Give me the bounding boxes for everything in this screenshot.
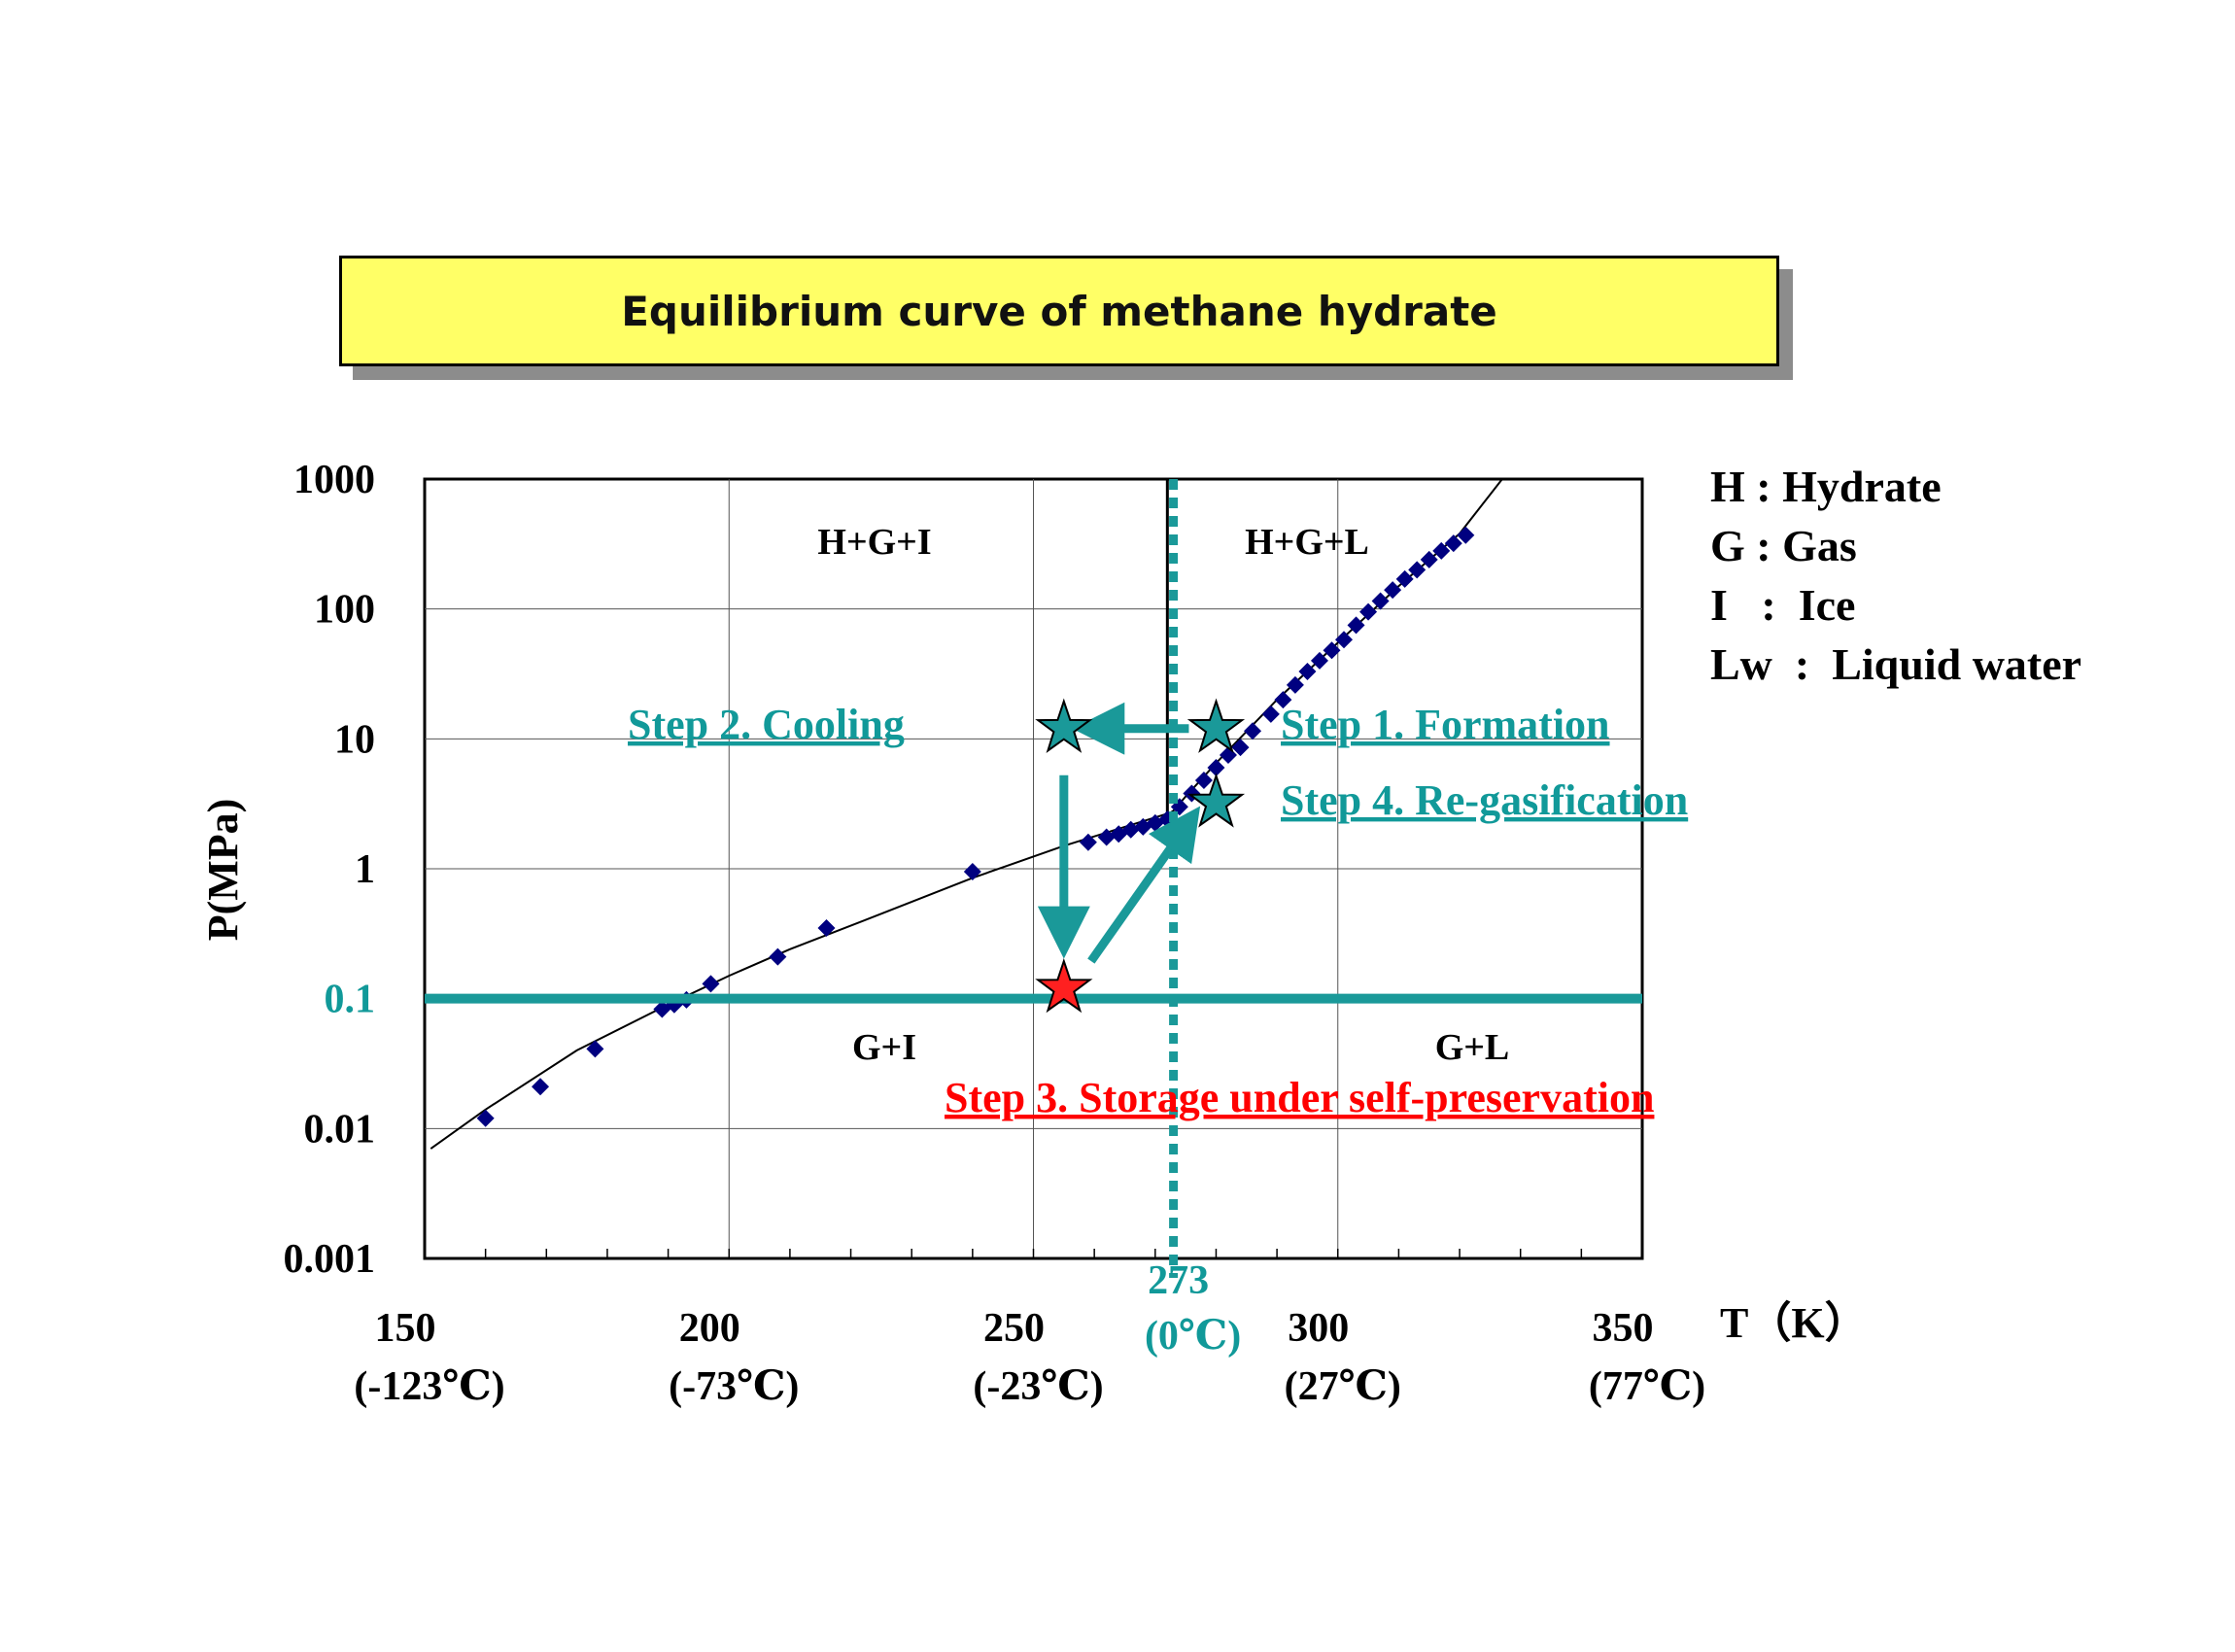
data-point	[1408, 561, 1427, 579]
step4-regasification-label: Step 4. Re-gasification	[1281, 776, 1688, 824]
x-axis-unit: T（K）	[1720, 1299, 1868, 1347]
phase-legend: H : Hydrate G : Gas I : Ice Lw : Liquid …	[1710, 457, 2081, 694]
data-point	[1079, 833, 1097, 851]
data-point	[1335, 631, 1354, 649]
data-point	[1194, 771, 1213, 789]
data-point	[1444, 534, 1462, 553]
data-point	[1432, 541, 1451, 560]
data-point	[1207, 758, 1225, 776]
y-tick-label: 100	[314, 588, 375, 633]
step4-regasification-star	[1186, 773, 1246, 828]
data-point	[1420, 550, 1438, 568]
step2-cooling-label: Step 2. Cooling	[628, 701, 905, 748]
legend-item-hydrate: H : Hydrate	[1710, 462, 1942, 511]
data-point	[1359, 602, 1378, 621]
legend-item-gas: G : Gas	[1710, 521, 1857, 570]
label-273k: 273	[1148, 1258, 1209, 1303]
y-tick-label: 10	[334, 717, 375, 762]
step1-formation-label: Step 1. Formation	[1281, 701, 1610, 748]
legend-item-liquid-water: Lw : Liquid water	[1710, 639, 2082, 689]
x-tick-celsius: (77℃)	[1589, 1364, 1705, 1409]
data-point	[1371, 592, 1390, 610]
x-tick-label: 300	[1288, 1306, 1349, 1351]
data-point	[532, 1078, 550, 1096]
arrow-regasification	[1087, 806, 1201, 964]
x-tick-label: 250	[983, 1306, 1045, 1351]
data-point	[769, 947, 787, 966]
x-tick-celsius: (27℃)	[1285, 1364, 1401, 1409]
region-label: G+L	[1435, 1027, 1510, 1068]
x-tick-celsius: (-23℃)	[973, 1364, 1103, 1409]
region-label: G+I	[852, 1027, 916, 1068]
data-point	[1298, 663, 1317, 681]
data-point	[1097, 828, 1116, 846]
data-point	[1231, 739, 1250, 757]
y-tick-label: 0.01	[304, 1107, 376, 1152]
data-point	[702, 975, 720, 993]
region-label: H+G+L	[1245, 522, 1369, 563]
y-tick-label: 0.001	[284, 1237, 376, 1282]
data-point	[586, 1040, 604, 1058]
chart-title: Equilibrium curve of methane hydrate	[339, 256, 1779, 366]
step3-storage-star	[1035, 957, 1093, 1014]
step1-formation-star	[1186, 698, 1246, 753]
step3-storage-label: Step 3. Storage under self-preservation	[945, 1074, 1654, 1121]
legend-item-ice: I : Ice	[1710, 580, 1856, 630]
y-axis-label: P(MPa)	[199, 799, 247, 942]
y-tick-label: 1	[355, 847, 375, 892]
data-point	[1323, 641, 1341, 660]
y-tick-label: 0.1	[325, 978, 376, 1022]
x-tick-label: 200	[679, 1306, 740, 1351]
x-tick-celsius: (-123℃)	[354, 1364, 504, 1409]
data-point	[1274, 691, 1292, 709]
x-tick-celsius: (-73℃)	[669, 1364, 799, 1409]
y-tick-label: 1000	[293, 458, 375, 502]
data-point	[1395, 569, 1414, 588]
data-point	[1286, 675, 1304, 694]
x-tick-label: 350	[1593, 1306, 1654, 1351]
data-point	[817, 918, 836, 937]
data-point	[1457, 526, 1475, 544]
step2-cooling-star	[1035, 698, 1093, 753]
data-point	[1244, 722, 1262, 740]
data-point	[1384, 581, 1402, 600]
data-point	[1261, 705, 1280, 723]
label-0c: (0℃)	[1145, 1314, 1241, 1359]
data-point	[476, 1109, 495, 1127]
data-point	[963, 862, 981, 880]
region-label: H+G+I	[817, 522, 931, 563]
data-point	[1347, 616, 1365, 635]
data-point	[1121, 820, 1140, 839]
x-tick-label: 150	[375, 1306, 436, 1351]
data-point	[1310, 651, 1328, 670]
